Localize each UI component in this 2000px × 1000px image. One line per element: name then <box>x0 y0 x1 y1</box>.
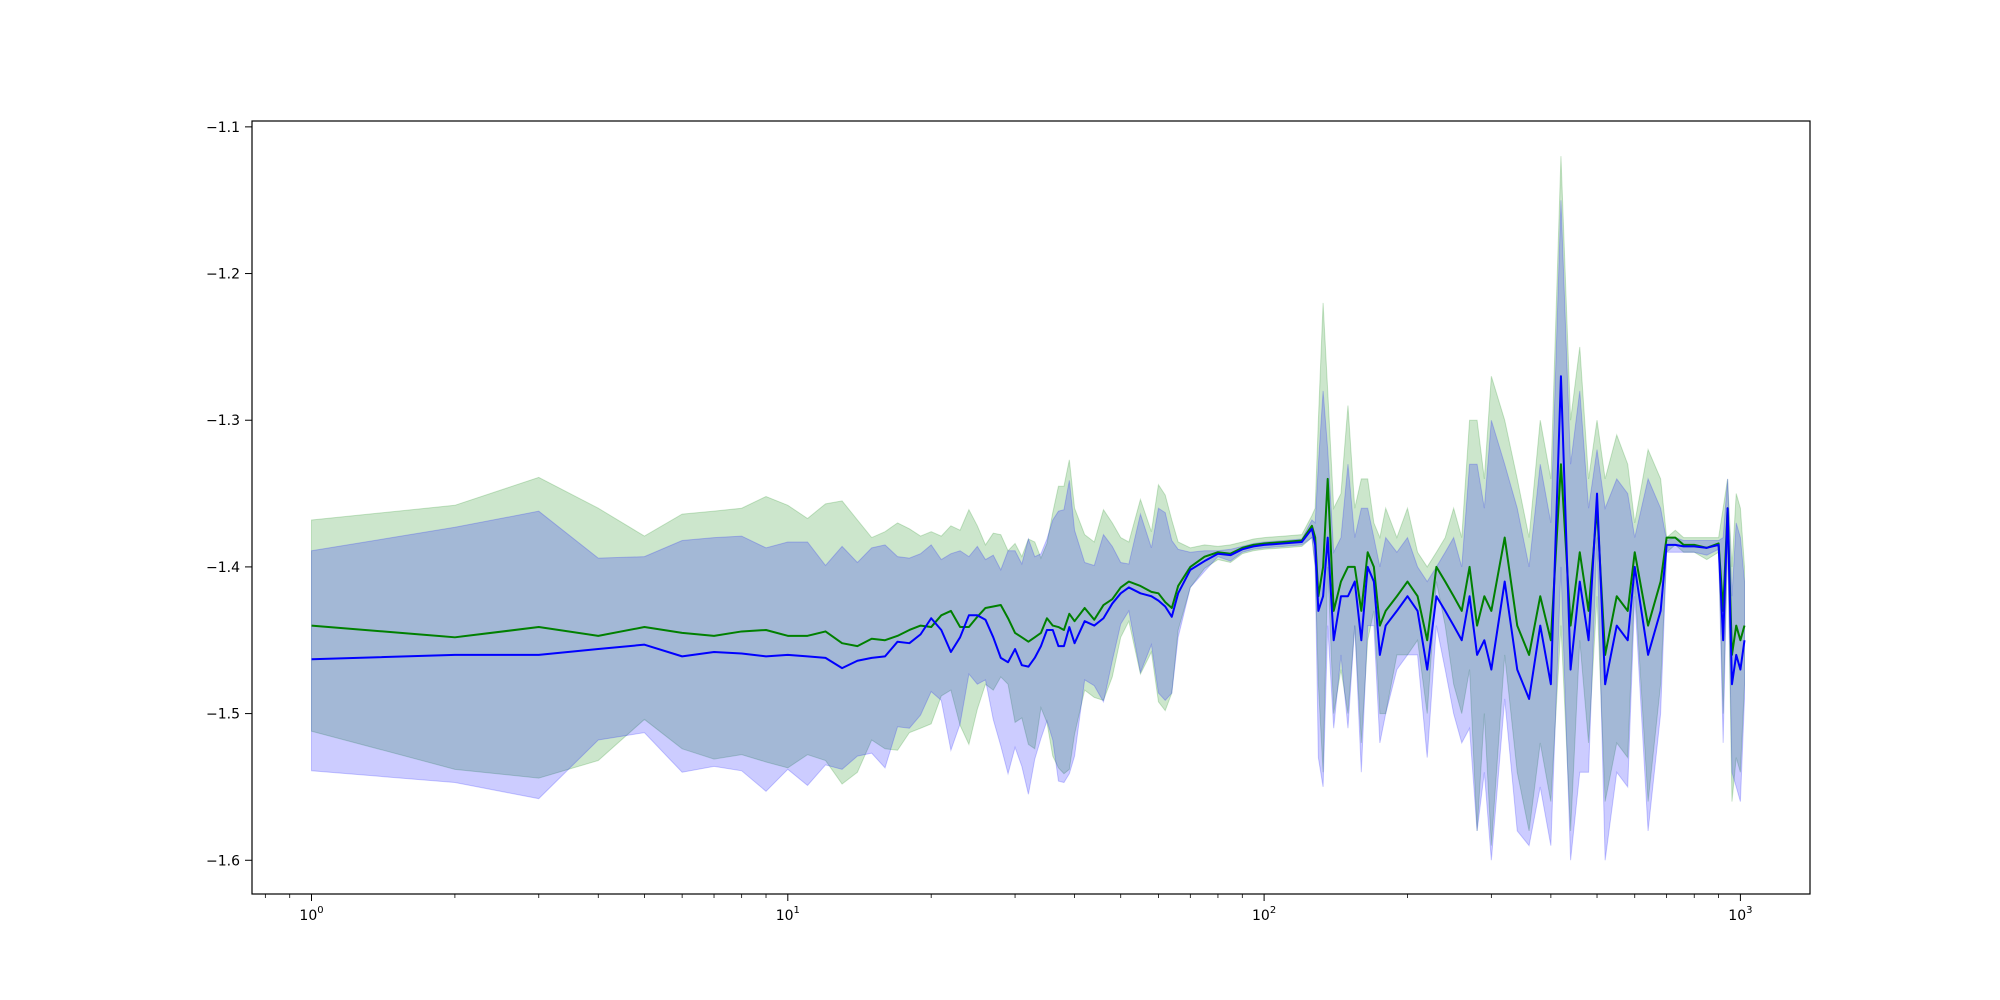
series-0-line <box>311 463 1746 656</box>
x-tick-label: 103 <box>1728 905 1752 924</box>
series-0-band <box>311 156 1745 846</box>
y-tick-label: −1.5 <box>206 707 240 723</box>
plot-frame <box>251 120 1811 895</box>
x-tick-label: 101 <box>776 905 800 924</box>
x-tick-label: 100 <box>299 905 323 924</box>
y-tick-label: −1.1 <box>206 120 240 136</box>
series-1-line <box>311 375 1746 700</box>
y-tick-label: −1.6 <box>206 853 240 869</box>
series-lines <box>311 375 1746 700</box>
confidence-bands <box>311 156 1745 861</box>
series-1-band <box>311 200 1745 861</box>
x-axis: 100 101 102 103 <box>264 894 1753 924</box>
y-tick-label: −1.2 <box>206 267 240 283</box>
x-tick-label: 102 <box>1252 905 1276 924</box>
y-tick-label: −1.4 <box>206 560 240 576</box>
y-tick-label: −1.3 <box>206 413 240 429</box>
y-axis: −1.1 −1.2 −1.3 −1.4 −1.5 −1.6 <box>206 120 252 869</box>
